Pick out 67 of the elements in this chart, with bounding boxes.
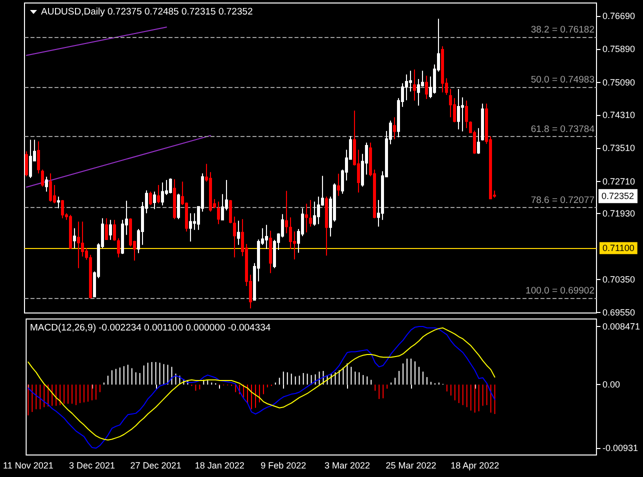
y-tick-label: 0.69550	[602, 308, 636, 318]
y-tick-label: 0.71930	[602, 208, 636, 219]
candlestick	[265, 224, 268, 250]
x-tick-label: 18 Apr 2022	[450, 460, 500, 470]
x-tick-label: 18 Jan 2022	[194, 460, 244, 470]
y-tick-label: -0.00931	[602, 443, 638, 454]
x-tick-label: 3 Mar 2022	[324, 460, 370, 470]
candlestick	[325, 196, 328, 256]
x-tick-label: 3 Dec 2021	[68, 460, 116, 470]
candlestick	[457, 88, 460, 130]
candlestick	[29, 139, 32, 178]
candlestick	[217, 201, 220, 225]
chart-title: MACD(12,26,9) -0.002234 0.001100 0.000000 -0.004334	[30, 322, 271, 334]
candlestick	[61, 199, 64, 219]
x-tick-label: 27 Dec 2021	[130, 460, 182, 470]
candlestick	[45, 176, 48, 192]
x-tick-label: 25 Mar 2022	[386, 460, 436, 470]
candlestick	[109, 219, 112, 240]
candlestick	[49, 172, 52, 202]
y-tick-label: 0.75890	[602, 44, 636, 54]
candlestick	[77, 221, 80, 269]
x-tick-label: 9 Feb 2022	[260, 460, 306, 470]
candlestick	[425, 75, 428, 100]
ref-line-label: 78.6 = 0.72077	[530, 195, 594, 206]
candlestick	[73, 228, 76, 249]
candlestick	[105, 218, 108, 240]
y-tick-label: 0.00	[602, 380, 620, 390]
candlestick	[169, 178, 172, 194]
candlestick	[157, 184, 160, 204]
candlestick	[413, 68, 416, 102]
candlestick	[337, 173, 340, 196]
candlestick	[189, 212, 192, 242]
candlestick	[465, 100, 468, 129]
chart-title: AUDUSD,Daily 0.72375 0.72485 0.72315 0.72352	[41, 6, 253, 18]
ref-line-label: 0.71100	[602, 243, 634, 254]
candlestick	[41, 169, 44, 188]
candlestick	[57, 196, 60, 209]
candlestick	[37, 140, 40, 174]
candlestick	[69, 214, 72, 250]
candlestick	[393, 116, 396, 140]
y-tick-label: 0.73510	[602, 143, 636, 154]
candlestick	[25, 150, 28, 177]
candlestick	[153, 191, 156, 210]
annotation: 0.72352	[602, 191, 634, 202]
ref-line-label: 100.0 = 0.69902	[526, 285, 594, 296]
candlestick	[173, 178, 176, 220]
candlestick	[481, 103, 484, 142]
ref-line-label: 38.2 = 0.76182	[530, 24, 594, 36]
ref-line-label: 50.0 = 0.74983	[530, 74, 594, 86]
candlestick	[237, 220, 240, 246]
candlestick	[149, 191, 152, 206]
candlestick	[305, 203, 308, 233]
y-tick-label: 0.70350	[602, 274, 636, 284]
y-tick-label: 0.75090	[602, 77, 636, 88]
y-tick-label: 0.74310	[602, 110, 636, 120]
y-tick-label: 0.008471	[602, 322, 640, 332]
ref-line-label: 61.8 = 0.73784	[530, 124, 594, 136]
y-tick-label: 0.76690	[602, 10, 636, 21]
candlestick	[177, 193, 180, 220]
candlestick	[309, 199, 312, 228]
candlestick	[441, 46, 444, 93]
candlestick	[477, 128, 480, 154]
candlestick	[269, 230, 272, 274]
candlestick	[161, 182, 164, 206]
y-tick-label: 0.72710	[602, 176, 636, 186]
candlestick	[285, 190, 288, 234]
x-tick-label: 11 Nov 2021	[2, 460, 54, 470]
